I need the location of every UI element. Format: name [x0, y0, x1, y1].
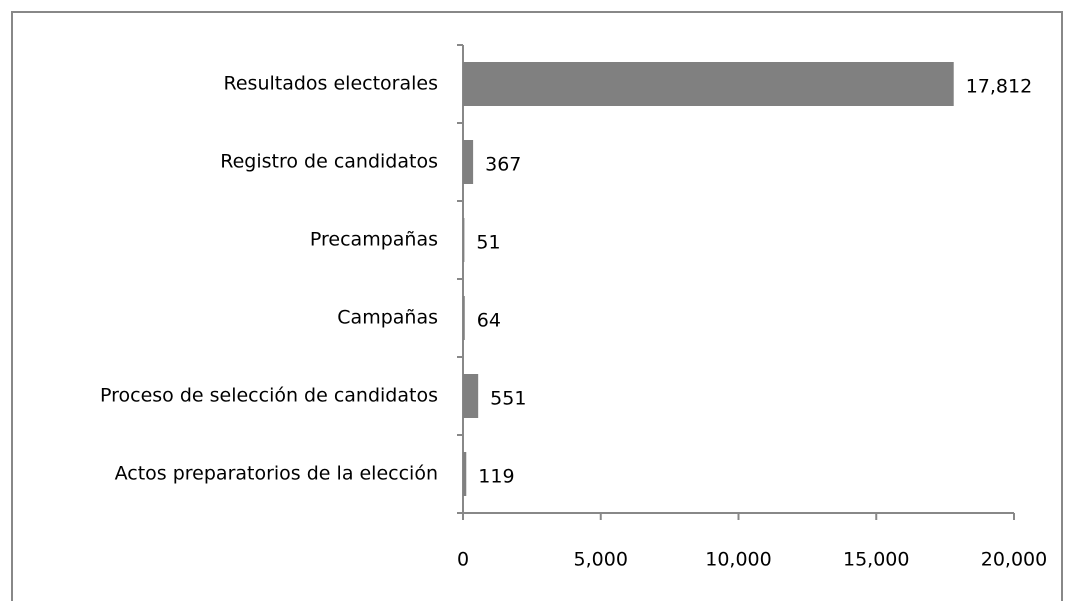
bar	[463, 374, 479, 418]
value-label: 51	[476, 232, 500, 254]
y-tick-label: Precampañas	[310, 229, 438, 251]
bar	[463, 62, 954, 106]
x-tick-label: 0	[457, 549, 469, 571]
bar	[463, 452, 467, 496]
y-tick-label: Campañas	[337, 307, 438, 329]
bar	[463, 140, 474, 184]
y-tick-label: Actos preparatorios de la elección	[115, 463, 438, 485]
value-label: 64	[477, 310, 501, 332]
x-tick-label: 15,000	[843, 549, 909, 571]
x-tick-label: 5,000	[574, 549, 628, 571]
bar	[463, 296, 465, 340]
y-tick-label: Registro de candidatos	[220, 151, 438, 173]
value-label: 367	[485, 154, 521, 176]
y-tick-label: Proceso de selección de candidatos	[100, 385, 438, 407]
x-tick-label: 10,000	[705, 549, 771, 571]
x-tick-label: 20,000	[981, 549, 1047, 571]
value-label: 551	[490, 388, 526, 410]
bar	[463, 218, 465, 262]
chart-frame	[11, 11, 1063, 601]
value-label: 17,812	[966, 76, 1032, 98]
y-tick-label: Resultados electorales	[224, 73, 438, 95]
value-label: 119	[478, 466, 514, 488]
